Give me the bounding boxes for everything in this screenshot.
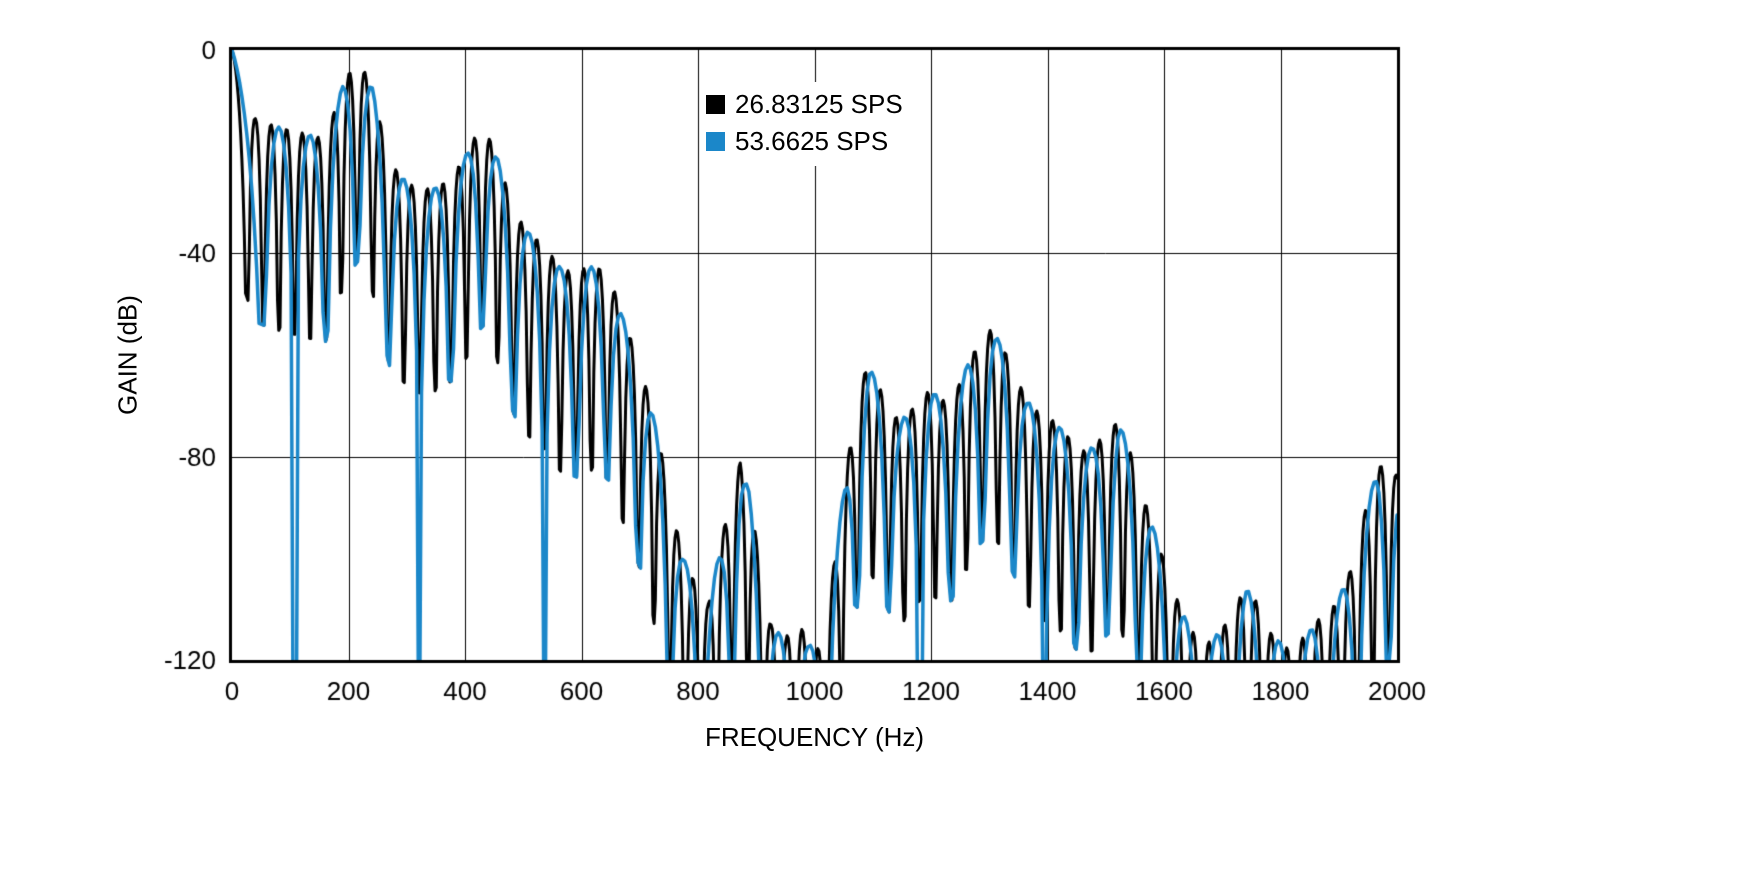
- x-axis-title: FREQUENCY (Hz): [704, 722, 925, 752]
- legend-item-26sps: 26.83125 SPS: [706, 86, 903, 123]
- legend: 26.83125 SPS 53.6625 SPS: [700, 82, 917, 166]
- legend-label-26sps: 26.83125 SPS: [735, 89, 903, 119]
- legend-item-53sps: 53.6625 SPS: [706, 123, 903, 160]
- legend-swatch-blue: [706, 132, 725, 151]
- y-axis-title: GAIN (dB): [112, 295, 143, 415]
- legend-swatch-black: [706, 95, 725, 114]
- legend-label-53sps: 53.6625 SPS: [735, 126, 889, 156]
